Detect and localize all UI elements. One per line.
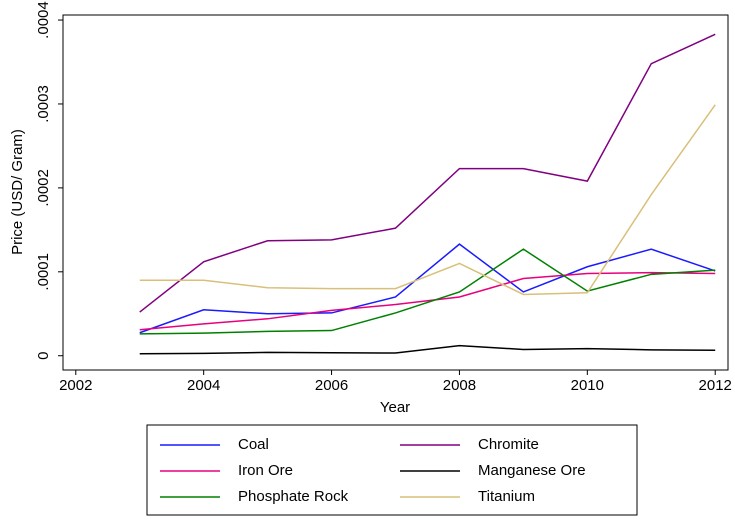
legend [146,424,638,516]
legend-label: Iron Ore [238,462,293,479]
y-tick-label: .0003 [35,85,52,123]
series-line [139,104,716,296]
series-line [139,33,716,313]
legend-label: Titanium [478,488,535,505]
legend-label: Phosphate Rock [238,488,349,505]
y-axis-label: Price (USD/ Gram) [9,129,26,255]
plot-frame [62,14,729,371]
x-tick-label: 2004 [187,377,220,394]
y-tick-label: 0 [35,352,52,360]
x-tick-label: 2006 [315,377,348,394]
x-tick-label: 2008 [443,377,476,394]
legend-label: Manganese Ore [478,462,586,479]
x-tick-label: 2002 [59,377,92,394]
y-tick-label: .0004 [35,1,52,39]
x-tick-label: 2012 [699,377,732,394]
legend-label: Chromite [478,436,539,453]
x-tick-label: 2010 [571,377,604,394]
series-line [139,271,716,331]
legend-label: Coal [238,436,269,453]
x-axis-label: Year [380,399,410,416]
y-tick-label: .0002 [35,169,52,207]
series-line [139,248,716,335]
y-tick-label: .0001 [35,253,52,291]
series-line [139,243,716,334]
series-line [139,344,716,355]
